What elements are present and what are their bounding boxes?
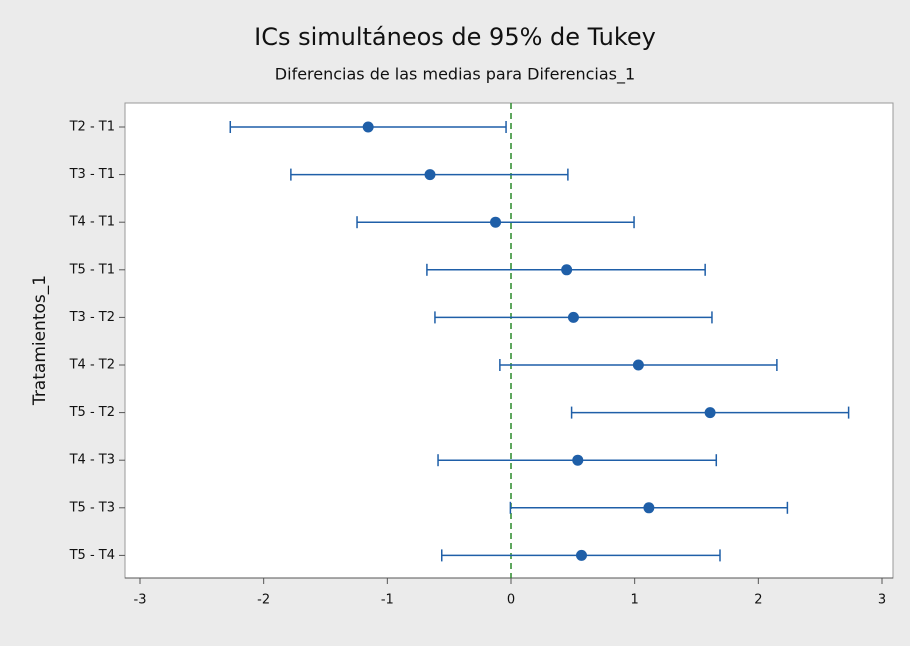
mean-point [561,264,573,276]
x-tick-label: 0 [507,593,515,608]
x-tick-label: -1 [381,593,394,608]
mean-point [567,311,579,323]
mean-point [643,502,655,514]
mean-point [704,407,716,419]
x-tick-label: -3 [134,593,147,608]
y-tick-label: T5 - T2 [69,405,115,420]
y-tick-label: T5 - T3 [69,500,115,515]
x-tick-label: 1 [631,593,639,608]
mean-point [632,359,644,371]
mean-point [490,216,502,228]
mean-point [572,454,584,466]
y-tick-label: T3 - T1 [69,167,115,182]
mean-point [362,121,374,133]
y-tick-label: T5 - T4 [69,548,115,563]
y-tick-label: T2 - T1 [69,120,115,135]
y-tick-label: T4 - T1 [69,215,115,230]
y-tick-label: T5 - T1 [69,262,115,277]
y-tick-label: T4 - T2 [69,358,115,373]
x-tick-label: 3 [878,593,886,608]
y-tick-label: T4 - T3 [69,453,115,468]
mean-point [424,169,436,181]
y-tick-label: T3 - T2 [69,310,115,325]
x-tick-label: -2 [257,593,270,608]
plot-area [124,102,894,579]
y-axis-label: Tratamientos_1 [30,275,50,406]
x-tick-label: 2 [754,593,762,608]
mean-point [575,549,587,561]
chart-subtitle: Diferencias de las medias para Diferenci… [275,65,635,85]
chart-title: ICs simultáneos de 95% de Tukey [254,23,656,51]
